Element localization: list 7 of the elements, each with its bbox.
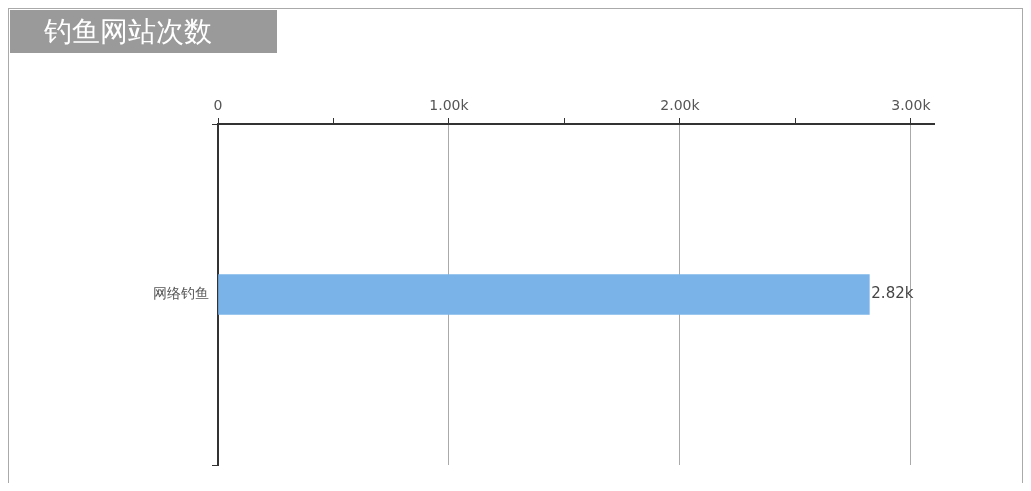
- x-tick-label: 1.00k: [429, 97, 470, 114]
- x-tick-label: 0: [213, 97, 223, 114]
- x-tick-label: 3.00k: [891, 97, 932, 114]
- chart-title: 钓鱼网站次数: [10, 10, 277, 53]
- y-tick-label: 网络钓鱼: [153, 285, 209, 302]
- x-tick-label: 2.00k: [660, 97, 701, 114]
- data-label: 2.82k: [871, 284, 914, 303]
